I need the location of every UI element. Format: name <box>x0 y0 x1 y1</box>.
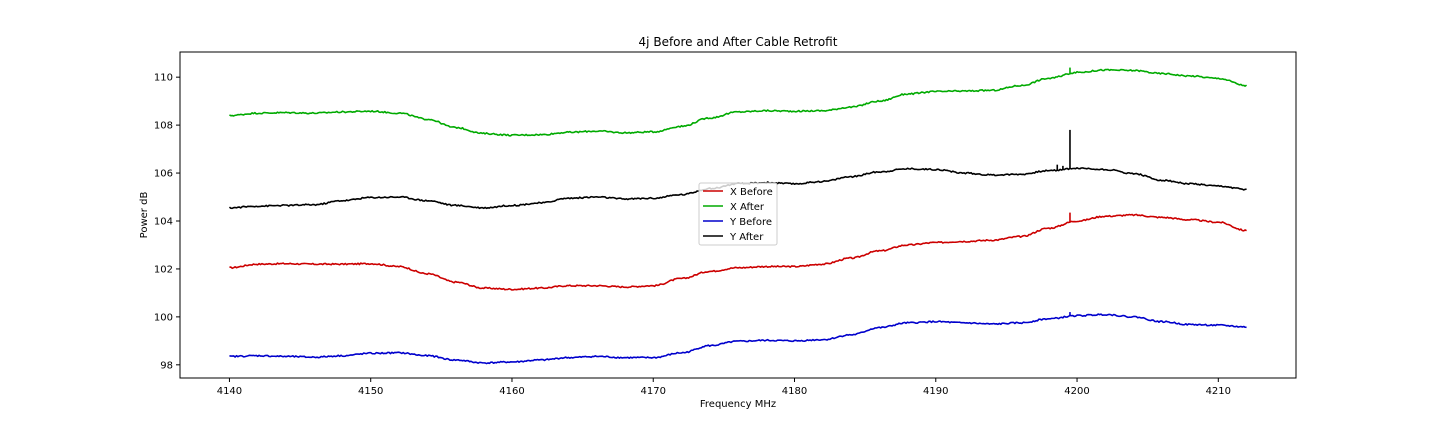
x-tick-label: 4150 <box>358 386 383 397</box>
y-tick-label: 100 <box>154 312 173 323</box>
legend-box <box>698 182 778 246</box>
series-line-y-before <box>229 313 1247 365</box>
x-tick-label: 4190 <box>923 386 948 397</box>
legend-entry-y-before: Y Before <box>729 217 772 228</box>
y-tick-label: 104 <box>154 216 173 227</box>
legend: X Before X After Y Before Y After <box>698 182 778 246</box>
legend-entry-x-before: X Before <box>730 187 773 198</box>
x-axis-label: Frequency MHz <box>700 399 776 410</box>
legend-entry-y-after: Y After <box>729 232 764 243</box>
x-tick-label: 4170 <box>641 386 666 397</box>
x-tick-label: 4140 <box>217 386 242 397</box>
y-tick-label: 106 <box>154 169 173 180</box>
x-tick-label: 4200 <box>1064 386 1089 397</box>
y-tick-label: 102 <box>154 264 173 275</box>
x-tick-label: 4180 <box>782 386 807 397</box>
y-axis-label: Power dB <box>139 192 150 239</box>
chart-title: 4j Before and After Cable Retrofit <box>639 35 838 49</box>
y-tick-label: 108 <box>154 121 173 132</box>
y-tick-label: 110 <box>154 73 173 84</box>
plot-area-frame <box>179 51 1297 379</box>
series-line-x-after <box>229 68 1248 137</box>
x-tick-label: 4160 <box>499 386 524 397</box>
x-tick-label: 4210 <box>1206 386 1231 397</box>
y-tick-label: 98 <box>160 360 173 371</box>
series-line-x-before <box>229 213 1247 291</box>
x-axis: 4140 4150 4160 4170 4180 4190 4200 4210 <box>217 378 1231 397</box>
y-axis: 98 100 102 104 106 108 110 <box>154 73 180 371</box>
legend-entry-x-after: X After <box>730 202 765 213</box>
